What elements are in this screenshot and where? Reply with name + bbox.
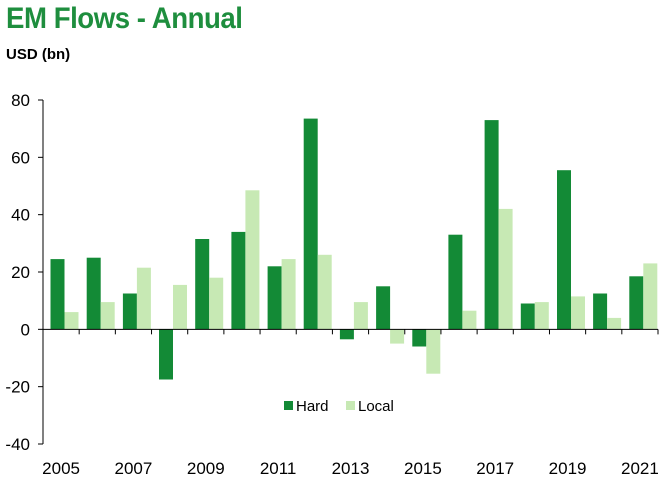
bar-hard-2009 [195,239,210,330]
bar-local-2018 [534,302,549,330]
bar-local-2007 [136,267,151,330]
bar-hard-2008 [159,329,173,380]
bar-hard-2019 [557,170,571,330]
x-tick-label-2007: 2007 [114,459,152,478]
x-tick-labels: 2005 2007 2009 2011 2013 2015 2017 2019 2021 [42,459,659,478]
bar-local-2017 [498,208,513,330]
bar-local-2021 [643,263,658,330]
bar-hard-2018 [520,303,535,330]
y-tick-labels: -40 -20 0 20 40 60 80 [5,91,30,454]
legend-label-hard: Hard [296,398,329,415]
x-tick-label-2017: 2017 [476,459,514,478]
bar-hard-2021 [629,276,644,330]
y-tick-label-0: 0 [21,320,30,339]
bar-hard-2015 [412,329,427,347]
y-tick-label-40: 40 [11,206,30,225]
axes-group [38,99,659,445]
legend-swatch-hard [284,401,293,410]
bar-hard-2014 [376,286,391,330]
bar-local-2011 [281,259,296,330]
bar-local-2008 [173,284,187,330]
x-tick-label-2005: 2005 [42,459,80,478]
bar-hard-2010 [231,231,246,330]
x-tick-label-2021: 2021 [621,459,659,478]
y-tick-label-60: 60 [11,148,30,167]
bar-hard-2017 [484,120,499,330]
legend-label-local: Local [358,398,394,415]
bar-hard-2016 [448,234,463,330]
bars-group [50,118,658,380]
bar-hard-2011 [267,266,282,330]
bar-local-2020 [607,317,622,330]
x-tick-label-2015: 2015 [404,459,442,478]
y-tick-label-20: 20 [11,263,30,282]
bar-local-2019 [571,296,585,330]
y-tick-label--40: -40 [5,435,30,454]
bar-local-2012 [317,254,332,330]
y-tick-label-80: 80 [11,91,30,110]
bar-hard-2006 [86,257,101,330]
y-axis-label: USD (bn) [6,46,71,63]
bar-hard-2007 [122,293,137,330]
bar-local-2014 [390,329,405,344]
legend-swatch-local [346,401,355,410]
x-tick-label-2011: 2011 [260,459,297,478]
x-tick-label-2013: 2013 [332,459,370,478]
bar-hard-2005 [50,259,65,330]
bar-local-2015 [426,329,441,374]
legend: Hard Local [284,398,394,415]
bar-local-2006 [100,302,115,330]
bar-local-2005 [64,312,79,330]
bar-local-2009 [209,277,224,330]
bar-hard-2012 [303,118,318,330]
chart-title: EM Flows - Annual [6,2,243,35]
x-tick-label-2009: 2009 [187,459,225,478]
bar-hard-2020 [593,293,608,330]
y-tick-label--20: -20 [5,378,30,397]
bar-local-2013 [353,302,368,330]
bar-local-2010 [245,190,260,330]
x-tick-label-2019: 2019 [549,459,587,478]
bar-local-2016 [462,310,477,330]
bar-hard-2013 [339,329,354,340]
